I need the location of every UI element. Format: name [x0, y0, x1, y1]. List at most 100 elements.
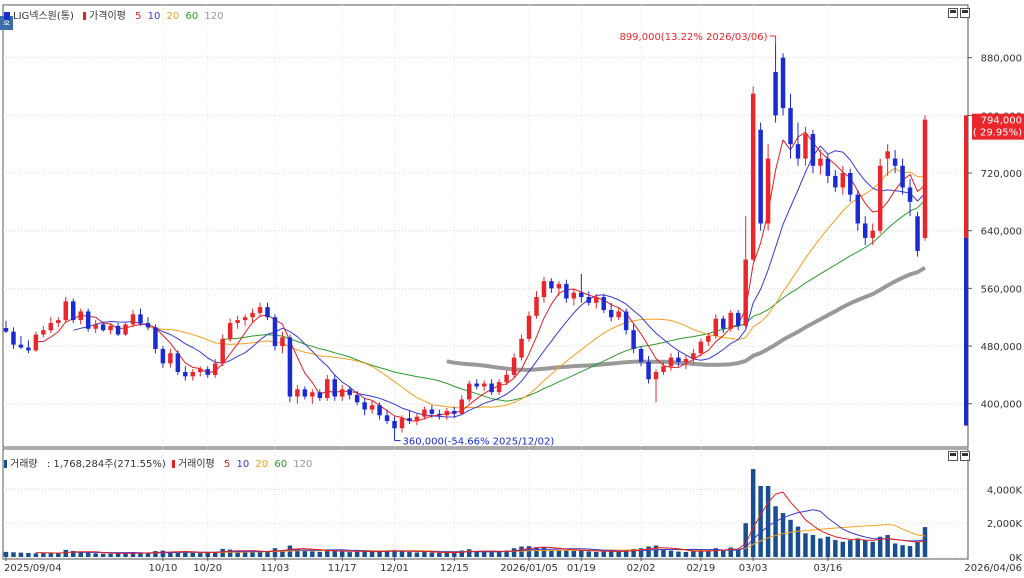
candle-body [168, 353, 173, 364]
volume-bar [399, 550, 405, 557]
candle-body [108, 325, 113, 331]
current-price-label: 794,000 [981, 116, 1022, 127]
candle-body [668, 357, 674, 367]
volume-bar [100, 553, 106, 557]
price-tick-label: 640,000 [981, 227, 1022, 238]
candle-body [750, 93, 756, 260]
candle-body [257, 307, 263, 313]
candle-body [840, 173, 846, 188]
volume-bar [691, 551, 696, 557]
volume-bar [638, 548, 644, 557]
volume-bar [631, 548, 636, 557]
volume-bar [235, 551, 240, 557]
volume-bar [803, 533, 808, 557]
volume-bar [242, 551, 248, 557]
volume-panel-maximize-button[interactable] [948, 451, 958, 461]
volume-bar [608, 551, 614, 557]
candle-body [56, 320, 61, 323]
volume-bar [922, 527, 928, 557]
candle-body [795, 144, 801, 159]
price-panel-frame [2, 4, 969, 448]
volume-bar [735, 548, 741, 557]
volume-bar [250, 551, 255, 557]
volume-ma-label: 거래이평 [177, 459, 215, 470]
candle-body [153, 327, 158, 349]
volume-bar [713, 548, 719, 557]
candle-body [302, 389, 308, 397]
candle-body [444, 410, 450, 416]
volume-bar [676, 551, 681, 557]
candle-body [676, 357, 681, 362]
volume-bar [773, 506, 778, 557]
candle-body [85, 311, 91, 329]
volume-bar [295, 548, 300, 557]
volume-bar [384, 551, 390, 557]
volume-legend: 거래량 : 1,768,284주(271.55%) 거래이평 5 10 20 6… [4, 455, 315, 470]
candle-body [683, 359, 689, 362]
volume-bar [347, 552, 352, 557]
candle-body [422, 409, 427, 417]
candle-body [295, 389, 300, 397]
volume-bar [758, 485, 763, 557]
candle-body [631, 330, 636, 349]
candle-body [242, 317, 248, 321]
volume-bar [190, 552, 196, 557]
candle-body [862, 223, 868, 238]
volume-bar [833, 540, 838, 557]
candle-body [3, 328, 9, 332]
candle-body [653, 372, 659, 380]
candle-body [212, 363, 218, 375]
candle-body [691, 353, 696, 360]
current-range-up-bar [964, 115, 968, 238]
volume-bar [907, 546, 913, 557]
candle-body [354, 395, 360, 403]
ma20-label: 20 [166, 11, 180, 22]
x-axis-label: 11/17 [328, 563, 357, 574]
stock-name: LIG넥스원(통) [13, 11, 74, 22]
x-axis-label: 03/16 [813, 563, 842, 574]
candle-body [332, 379, 337, 397]
price-panel-maximize-button[interactable] [948, 8, 958, 18]
legend-marker-icon [4, 12, 10, 20]
candle-body [743, 259, 748, 326]
volume-bar [332, 550, 337, 557]
volume-bar [915, 541, 920, 557]
volume-bar [354, 551, 360, 557]
legend-marker-icon [171, 460, 175, 468]
candle-body [773, 72, 778, 116]
volume-bar [474, 551, 479, 557]
candle-body [892, 158, 898, 166]
current-change-label: ( 29.95%) [973, 128, 1022, 139]
price-panel-close-button[interactable] [960, 8, 970, 18]
candle-body [250, 312, 255, 318]
volume-bar [212, 551, 218, 557]
x-axis-label: 12/15 [440, 563, 469, 574]
candle-body [496, 382, 502, 393]
candle-body [198, 369, 203, 373]
current-range-down-bar [964, 237, 968, 426]
volume-bar [153, 551, 158, 557]
volume-bar [571, 550, 577, 557]
candle-body [504, 374, 509, 383]
volume-panel-close-button[interactable] [960, 451, 970, 461]
volume-bar [840, 541, 846, 557]
candle-body [721, 318, 726, 329]
volume-bar [579, 549, 584, 557]
candle-body [885, 151, 890, 159]
candle-body [735, 312, 741, 326]
volume-bar [885, 535, 890, 557]
candle-body [48, 322, 54, 331]
candle-body [810, 134, 816, 166]
x-axis-label: 10/10 [148, 563, 177, 574]
volume-bar [683, 551, 689, 557]
candle-body [18, 344, 24, 348]
volume-bar [452, 552, 457, 557]
price-tick-label: 400,000 [981, 400, 1022, 411]
volume-bar [407, 551, 412, 557]
candle-body [608, 310, 614, 318]
price-tick-label: 880,000 [981, 54, 1022, 65]
vma20-label: 20 [255, 459, 269, 470]
volume-tick-label: 0K [1009, 553, 1022, 564]
volume-bar [138, 553, 143, 557]
volume-bar [175, 551, 181, 557]
